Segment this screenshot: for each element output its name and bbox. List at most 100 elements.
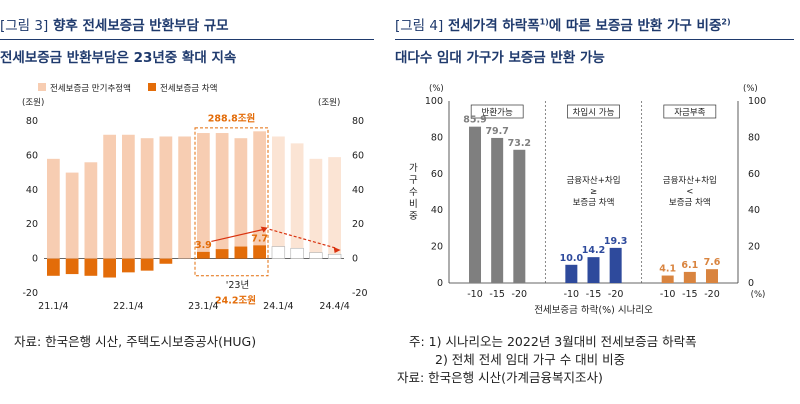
bar-0-1: [491, 137, 504, 283]
bar-diff-2: [84, 258, 98, 276]
group-header-0: 반환가능: [482, 107, 513, 118]
bar-diff-4: [122, 258, 135, 273]
y-tick-right-3: 60: [748, 169, 760, 180]
bar-diff-13: [290, 247, 304, 259]
trend-arrowhead-rise: [260, 226, 268, 233]
data-label-0-1: 79.7: [485, 126, 508, 137]
bar-maturity-2: [84, 162, 98, 259]
y-tick-left-1: 0: [32, 254, 38, 265]
group-header-2: 자금부족: [674, 108, 705, 118]
group-header-box-2: [663, 104, 717, 119]
bar-maturity-5: [140, 138, 154, 259]
y-tick-left-3: 60: [431, 169, 443, 180]
right-subtitle: 대다수 임대 가구가 보증금 반환 가능: [395, 50, 605, 66]
bar-maturity-8: [197, 133, 210, 259]
label-total-2023: 288.8조원: [208, 112, 256, 124]
bar-diff-10: [234, 246, 248, 259]
y-tick-left-2: 20: [26, 219, 38, 230]
y-tick-right-5: 100: [748, 96, 766, 107]
y-axis-label-char-0: 가: [409, 163, 418, 174]
bar-diff-14: [309, 252, 323, 259]
x-tick-2-1: -15: [682, 289, 698, 300]
group-note-1-line-0: 금융자산+차입: [566, 175, 620, 186]
left-chart: 전세보증금 만기추정액 전세보증금 차액 (조원) (조원) -20 0 20 40 60 80 -…: [22, 83, 368, 312]
y-axis-label-char-2: 수: [409, 187, 418, 198]
legend-label-diff: 전세보증금 차액: [160, 83, 217, 94]
bar-maturity-9: [215, 133, 229, 259]
right-title: [그림 4] 전세가격 하락폭1)에 따른 보증금 반환 가구 비중2): [395, 14, 731, 35]
group-note-1-line-2: 보증금 차액: [573, 197, 615, 208]
bar-1-2: [609, 247, 622, 283]
trend-arrow-rise: [211, 228, 264, 242]
bar-maturity-3: [103, 134, 116, 259]
y-tick-right-4: 60: [352, 150, 364, 161]
legend-label-maturity: 전세보증금 만기추정액: [50, 83, 131, 94]
data-label-0-2: 73.2: [508, 138, 531, 149]
group-note-1: 금융자산+차입 ≥ 보증금 차액: [566, 175, 620, 208]
x-tick-2-2: -20: [704, 289, 720, 300]
x-tick-2-0: -10: [660, 289, 676, 300]
bar-diff-6: [159, 258, 173, 264]
bar-diff-3: [103, 258, 116, 278]
bar-2-1: [683, 271, 696, 283]
label-year-2023: '23년: [226, 280, 249, 291]
group-header-box-1: [567, 104, 620, 119]
x-tick-1-2: -20: [608, 289, 624, 300]
group-note-2: 금융자산+차입 < 보증금 차액: [663, 175, 717, 208]
y-axis-label-char-3: 비: [409, 199, 418, 210]
x-tick-0-0: -10: [467, 289, 483, 300]
bar-maturity-6: [159, 136, 173, 259]
bar-0-0: [469, 126, 482, 283]
y-tick-right-0: 0: [748, 278, 754, 289]
y-tick-right-5: 80: [352, 116, 364, 127]
x-tick-0-1: -15: [489, 289, 505, 300]
data-label-1-2: 19.3: [604, 236, 627, 247]
y-tick-left-4: 80: [431, 132, 443, 143]
y-tick-right-2: 40: [748, 205, 760, 216]
y-tick-left-3: 40: [26, 185, 38, 196]
x-unit: (%): [751, 290, 766, 300]
bar-diff-1: [65, 258, 79, 275]
data-label-2-1: 6.1: [681, 260, 698, 271]
highlight-box-2023: [194, 127, 269, 277]
right-chart: (%) (%) 가 구 수 비 중 0 0 20 20 40 40 60 60 80 80 100 100 반환가능 차…: [409, 84, 766, 315]
bar-maturity-7: [178, 136, 191, 259]
y-tick-left-1: 20: [431, 242, 443, 253]
y-tick-left-5: 100: [425, 96, 443, 107]
y-tick-right-3: 40: [352, 185, 364, 196]
bar-diff-15: [327, 254, 342, 259]
label-sum-2023: 24.2조원: [215, 294, 256, 306]
x-tick-4: 24.4/4: [319, 301, 349, 312]
left-axis-unit: (조원): [22, 98, 44, 108]
y-tick-left-0: 0: [437, 278, 443, 289]
left-title: [그림 3] 향후 전세보증금 반환부담 규모: [0, 14, 229, 34]
x-tick-1-0: -10: [564, 289, 580, 300]
data-label-0-0: 85.9: [463, 115, 486, 126]
x-tick-2: 23.1/4: [188, 301, 218, 312]
bar-diff-12: [271, 246, 286, 259]
legend-swatch-diff: [148, 83, 156, 91]
right-note-3: 자료: 한국은행 시산(가계금융복지조사): [397, 370, 603, 385]
group-header-box-0: [470, 104, 524, 119]
bar-diff-11: [253, 245, 266, 259]
bar-maturity-4: [122, 134, 135, 259]
right-figure-tag: [그림 4]: [395, 18, 444, 34]
right-title-sup-a: 1): [539, 17, 549, 27]
bar-maturity-11: [253, 131, 266, 259]
x-tick-1-1: -15: [586, 289, 602, 300]
bar-2-0: [661, 275, 674, 283]
bar-1-1: [587, 257, 600, 283]
left-source: 자료: 한국은행 시산, 주택도시보증공사(HUG): [14, 334, 257, 349]
bar-maturity-13: [290, 143, 304, 259]
right-divider: [395, 39, 794, 40]
data-label-2-0: 4.1: [659, 264, 676, 275]
left-subtitle: 전세보증금 반환부담은 23년중 확대 지속: [0, 50, 237, 66]
right-note-1: 주: 1) 시나리오는 2022년 3월대비 전세보증금 하락폭: [409, 334, 697, 349]
left-title-text: 향후 전세보증금 반환부담 규모: [52, 18, 229, 34]
data-label-2-2: 7.6: [704, 257, 721, 268]
data-label-q1-2023: 3.9: [195, 240, 212, 251]
y-tick-right-1: 20: [748, 242, 760, 253]
right-title-sup-b: 2): [721, 17, 731, 27]
x-tick-0-2: -20: [512, 289, 528, 300]
